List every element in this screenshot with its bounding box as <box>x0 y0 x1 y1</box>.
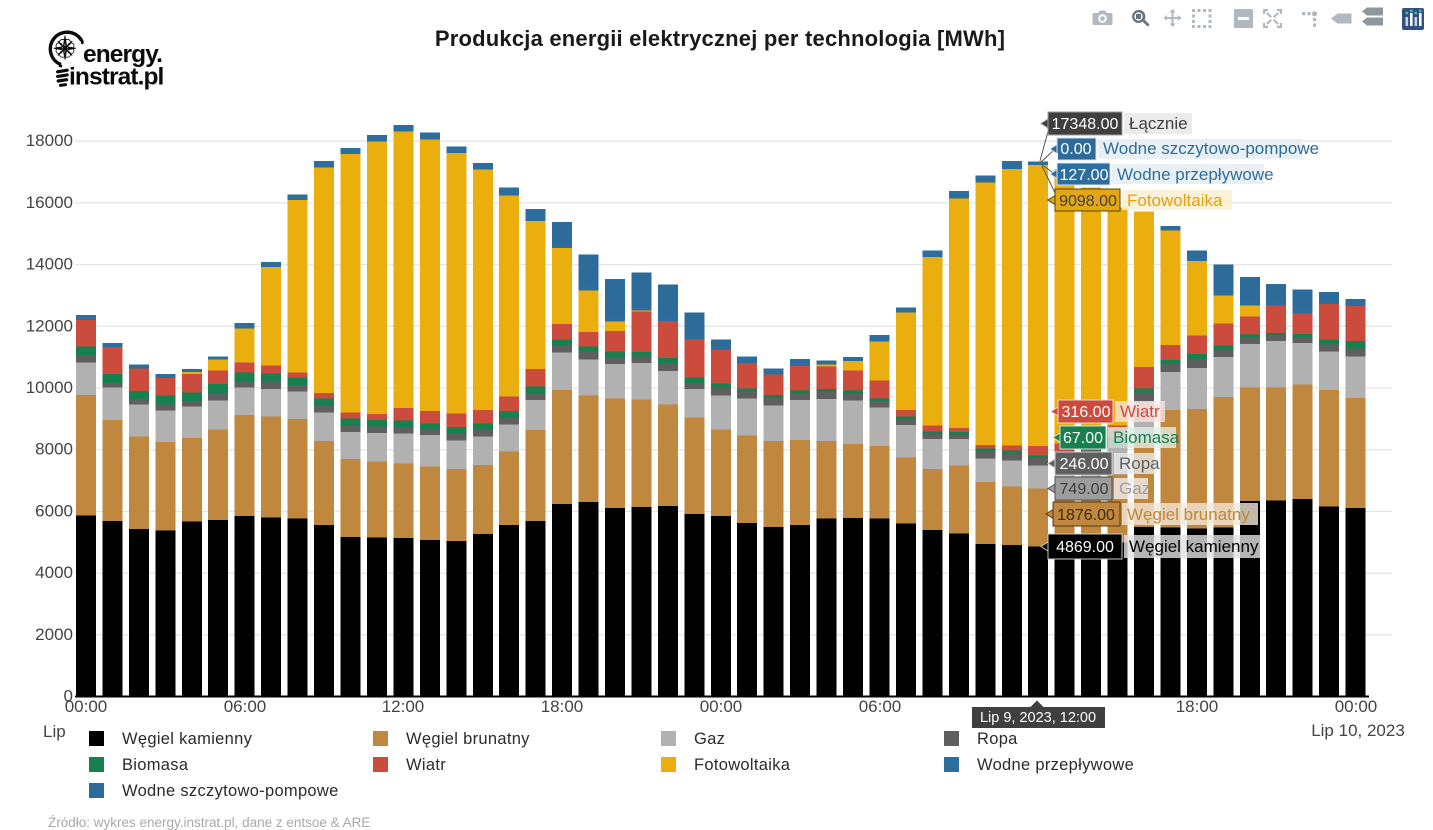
svg-text:8000: 8000 <box>35 440 73 459</box>
svg-text:18:00: 18:00 <box>541 697 584 716</box>
svg-text:Gaz: Gaz <box>1119 479 1150 498</box>
svg-text:Węgiel kamienny: Węgiel kamienny <box>122 730 253 748</box>
svg-text:Lip 9, 2023, 12:00: Lip 9, 2023, 12:00 <box>980 710 1096 726</box>
svg-text:energy.: energy. <box>83 41 162 68</box>
svg-text:2000: 2000 <box>35 625 73 644</box>
svg-text:Wiatr: Wiatr <box>406 756 446 774</box>
svg-text:14000: 14000 <box>26 255 73 274</box>
svg-text:instrat.pl: instrat.pl <box>69 64 164 91</box>
svg-text:Węgiel kamienny: Węgiel kamienny <box>1129 537 1259 556</box>
svg-text:Fotowoltaika: Fotowoltaika <box>694 756 791 774</box>
svg-text:4869.00: 4869.00 <box>1056 539 1114 556</box>
svg-text:Wodne przepływowe: Wodne przepływowe <box>1117 165 1274 184</box>
svg-text:17348.00: 17348.00 <box>1052 116 1119 133</box>
svg-text:Węgiel brunatny: Węgiel brunatny <box>406 730 530 748</box>
svg-text:12:00: 12:00 <box>382 697 425 716</box>
svg-text:00:00: 00:00 <box>1335 697 1378 716</box>
svg-text:Produkcja energii elektrycznej: Produkcja energii elektrycznej per techn… <box>435 26 1005 51</box>
svg-text:00:00: 00:00 <box>65 697 108 716</box>
svg-text:67.00: 67.00 <box>1063 430 1103 447</box>
svg-text:Ropa: Ropa <box>977 730 1018 748</box>
svg-text:749.00: 749.00 <box>1060 481 1109 498</box>
svg-text:Wiatr: Wiatr <box>1120 402 1160 421</box>
svg-text:Węgiel brunatny: Węgiel brunatny <box>1127 505 1250 524</box>
svg-text:Wodne szczytowo-pompowe: Wodne szczytowo-pompowe <box>122 782 339 800</box>
svg-text:Łącznie: Łącznie <box>1129 114 1188 133</box>
svg-text:Lip 10, 2023: Lip 10, 2023 <box>1311 721 1405 740</box>
svg-text:0.00: 0.00 <box>1060 141 1091 158</box>
svg-text:06:00: 06:00 <box>859 697 902 716</box>
svg-text:Źródło: wykres energy.instrat.: Źródło: wykres energy.instrat.pl, dane z… <box>48 815 370 830</box>
svg-text:316.00: 316.00 <box>1062 404 1111 421</box>
svg-text:6000: 6000 <box>35 501 73 520</box>
svg-text:Wodne przepływowe: Wodne przepływowe <box>977 756 1134 774</box>
svg-text:12000: 12000 <box>26 316 73 335</box>
svg-text:18000: 18000 <box>26 131 73 150</box>
svg-text:127.00: 127.00 <box>1060 167 1109 184</box>
svg-text:Ropa: Ropa <box>1119 454 1160 473</box>
svg-text:1876.00: 1876.00 <box>1057 507 1115 524</box>
svg-text:0: 0 <box>64 687 73 706</box>
svg-text:00:00: 00:00 <box>700 697 743 716</box>
svg-text:Biomasa: Biomasa <box>1113 428 1180 447</box>
svg-text:06:00: 06:00 <box>224 697 267 716</box>
svg-text:246.00: 246.00 <box>1060 456 1109 473</box>
svg-text:Biomasa: Biomasa <box>122 756 189 774</box>
svg-text:9098.00: 9098.00 <box>1059 193 1117 210</box>
svg-text:Fotowoltaika: Fotowoltaika <box>1127 191 1223 210</box>
svg-text:4000: 4000 <box>35 563 73 582</box>
svg-text:16000: 16000 <box>26 193 73 212</box>
svg-text:18:00: 18:00 <box>1176 697 1219 716</box>
svg-text:10000: 10000 <box>26 378 73 397</box>
svg-text:Gaz: Gaz <box>694 730 725 748</box>
svg-text:Wodne szczytowo-pompowe: Wodne szczytowo-pompowe <box>1103 139 1319 158</box>
svg-text:Lip: Lip <box>43 722 66 741</box>
